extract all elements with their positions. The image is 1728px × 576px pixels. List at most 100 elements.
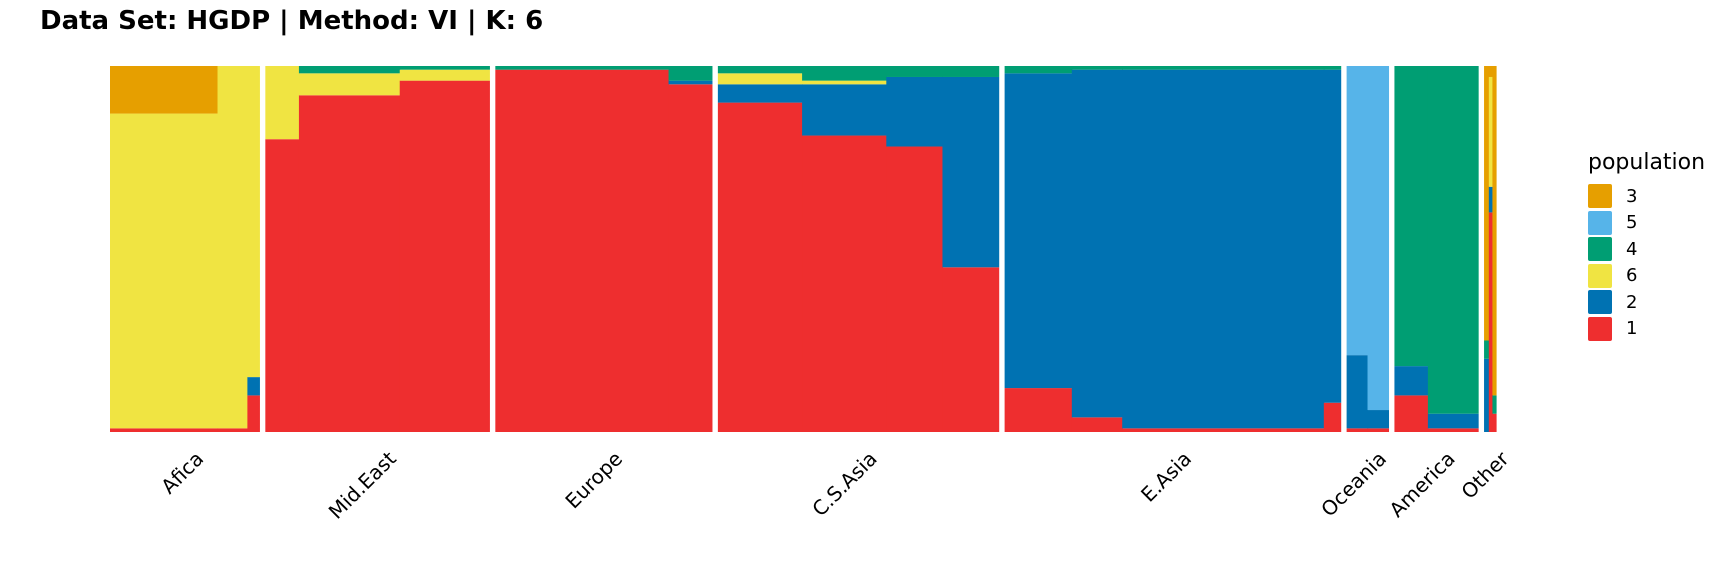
- legend-swatch: [1588, 290, 1612, 315]
- x-tick-label: Afica: [156, 447, 208, 499]
- bar-segment-pop-1: [1122, 428, 1325, 432]
- bar-segment-pop-4: [1004, 66, 1073, 74]
- bar-segment-pop-2: [1323, 69, 1342, 403]
- x-axis-labels: Afica Mid.East Europe C.S.Asia E.Asia Oceania…: [156, 446, 1514, 524]
- bar-segment-pop-1: [247, 395, 260, 432]
- bar-segment-pop-1: [1427, 428, 1479, 432]
- bar-segment-pop-1: [1394, 395, 1429, 432]
- bar-segment-pop-4: [942, 66, 1000, 77]
- bar-segment-pop-4: [495, 66, 670, 70]
- bar-segment-pop-4: [717, 66, 803, 74]
- bar-segment-pop-1: [668, 84, 713, 433]
- legend-label: 3: [1626, 185, 1638, 207]
- legend-swatch: [1588, 237, 1612, 262]
- legend-item: 4: [1588, 236, 1705, 263]
- legend-label: 5: [1626, 212, 1638, 234]
- bar-segment-pop-1: [802, 135, 887, 433]
- bar-segment-pop-2: [886, 76, 944, 147]
- bar-segment-pop-2: [1394, 366, 1429, 396]
- bar-segment-pop-2: [802, 84, 887, 136]
- bar-segment-pop-4: [1492, 395, 1497, 414]
- chart-title: Data Set: HGDP | Method: VI | K: 6: [40, 6, 544, 36]
- bar-segment-pop-3: [1492, 66, 1497, 396]
- bar-segment-pop-1: [1488, 212, 1494, 432]
- legend-label: 6: [1626, 265, 1638, 287]
- bar-segment-pop-2: [1004, 73, 1073, 389]
- legend-title: population: [1588, 150, 1706, 175]
- x-tick-label: E.Asia: [1136, 447, 1196, 507]
- legend-item: 3: [1588, 183, 1705, 210]
- bar-segment-pop-4: [886, 66, 944, 77]
- legend-swatch: [1588, 316, 1612, 341]
- bar-segment-pop-2: [1484, 358, 1490, 432]
- bar-segment-pop-1: [942, 267, 1000, 432]
- bar-segment-pop-1: [1071, 417, 1123, 432]
- bar-segment-pop-1: [1346, 428, 1369, 432]
- panel-mid-east: [265, 66, 490, 432]
- bar-segment-pop-6: [717, 73, 803, 85]
- legend: population 3 5 4 6 2 1: [1588, 150, 1705, 342]
- bar-segment-pop-5: [1346, 66, 1369, 356]
- bar-segment-pop-2: [942, 76, 1000, 268]
- bar-segment-pop-2: [1346, 355, 1369, 429]
- bar-segment-pop-2: [1488, 186, 1494, 213]
- panel-e-asia: [1004, 66, 1342, 432]
- bar-segment-pop-3: [110, 66, 219, 114]
- bar-segment-pop-1: [110, 428, 219, 432]
- legend-items: 3 5 4 6 2 1: [1588, 183, 1705, 342]
- bar-segment-pop-2: [1071, 69, 1123, 418]
- x-tick-label: Mid.East: [324, 446, 401, 523]
- bar-segment-pop-1: [1492, 413, 1497, 432]
- panel-oceania: [1346, 66, 1390, 432]
- panel-europe: [495, 66, 713, 433]
- bar-segment-pop-1: [399, 80, 490, 432]
- bar-segment-pop-2: [1367, 410, 1390, 429]
- bar-segment-pop-6: [1488, 76, 1494, 187]
- bar-segment-pop-4: [1122, 66, 1325, 70]
- plot-panels: [110, 66, 1497, 433]
- bar-segment-pop-3: [1488, 66, 1494, 77]
- legend-swatch: [1588, 184, 1612, 209]
- bar-segment-pop-4: [802, 66, 887, 81]
- bar-segment-pop-4: [668, 66, 713, 81]
- bar-segment-pop-4: [298, 66, 401, 74]
- legend-item: 1: [1588, 316, 1705, 343]
- bar-segment-pop-6: [265, 66, 300, 140]
- legend-label: 2: [1626, 291, 1638, 313]
- bar-segment-pop-4: [1071, 66, 1123, 70]
- bar-segment-pop-1: [298, 95, 401, 432]
- panel-afica: [110, 66, 260, 432]
- bar-segment-pop-2: [247, 377, 260, 396]
- bar-segment-pop-4: [1427, 66, 1479, 414]
- legend-label: 1: [1626, 318, 1638, 340]
- legend-item: 6: [1588, 263, 1705, 290]
- bar-segment-pop-5: [1367, 66, 1390, 411]
- bar-segment-pop-2: [1122, 69, 1325, 429]
- x-tick-label: Other: [1456, 446, 1514, 504]
- bar-segment-pop-1: [1004, 388, 1073, 432]
- legend-label: 4: [1626, 238, 1638, 260]
- bar-segment-pop-1: [495, 69, 670, 432]
- bar-segment-pop-6: [298, 73, 401, 96]
- x-tick-label: C.S.Asia: [807, 447, 881, 521]
- bar-segment-pop-1: [886, 146, 944, 432]
- bar-segment-pop-2: [1427, 413, 1479, 429]
- legend-item: 2: [1588, 289, 1705, 316]
- bar-segment-pop-4: [399, 66, 490, 70]
- bar-segment-pop-6: [399, 69, 490, 81]
- bar-segment-pop-3: [1484, 66, 1490, 341]
- bar-segment-pop-2: [717, 84, 803, 103]
- bar-segment-pop-6: [110, 113, 219, 429]
- x-tick-label: America: [1384, 447, 1459, 522]
- legend-swatch: [1588, 263, 1612, 288]
- bar-segment-pop-6: [217, 66, 248, 429]
- bar-segment-pop-1: [717, 102, 803, 432]
- bar-segment-pop-6: [247, 66, 260, 378]
- panel-america: [1394, 66, 1479, 432]
- legend-item: 5: [1588, 210, 1705, 237]
- bar-segment-pop-1: [265, 139, 300, 432]
- x-tick-label: Europe: [560, 447, 627, 514]
- bar-segment-pop-4: [1484, 340, 1490, 359]
- panel-other: [1484, 66, 1497, 432]
